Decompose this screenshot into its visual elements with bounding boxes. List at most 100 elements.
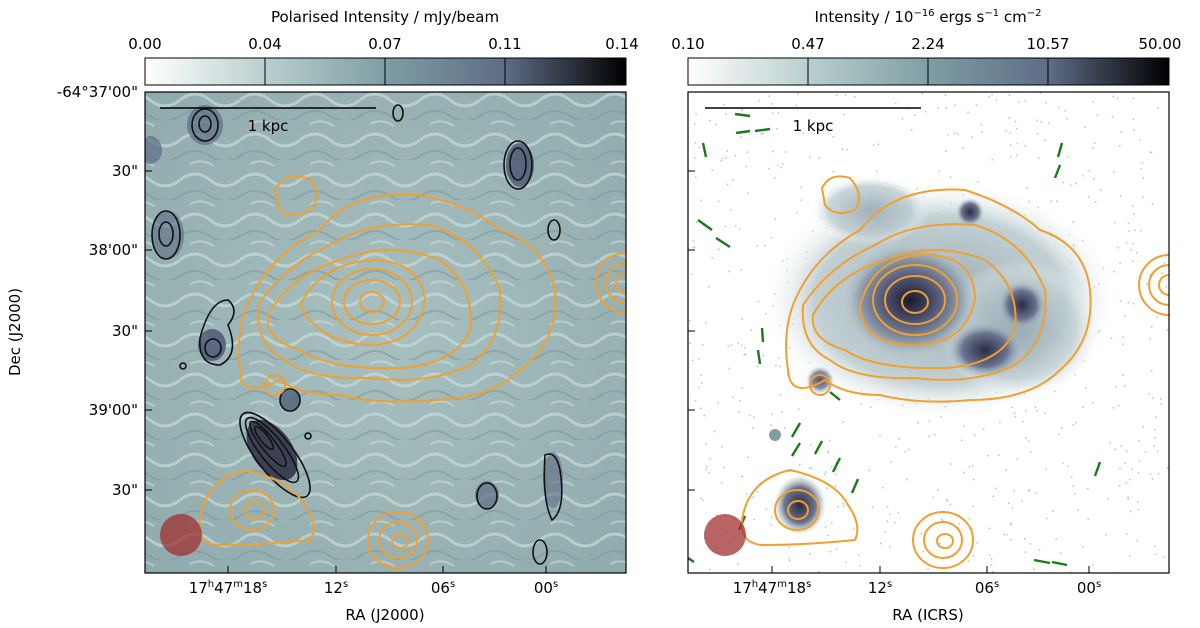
noise-speckle — [890, 461, 892, 463]
noise-speckle — [1117, 247, 1119, 249]
noise-speckle — [1016, 154, 1018, 157]
noise-speckle — [1024, 538, 1026, 540]
noise-speckle — [1122, 343, 1124, 345]
noise-speckle — [1075, 421, 1077, 424]
noise-speckle — [780, 166, 782, 169]
noise-speckle — [711, 169, 713, 171]
left-y-ticks — [145, 91, 152, 491]
noise-speckle — [698, 358, 700, 360]
noise-speckle — [992, 495, 994, 497]
noise-speckle — [696, 221, 698, 224]
noise-speckle — [728, 367, 731, 370]
left-scale-bar-label: 1 kpc — [248, 117, 289, 135]
noise-speckle — [756, 490, 759, 493]
noise-speckle — [706, 466, 708, 468]
noise-speckle — [756, 244, 759, 247]
left-xtick-label: 00s — [534, 579, 558, 597]
noise-speckle — [820, 124, 822, 127]
left-panel: Polarised Intensity / mJy/beam 0.00 0.04… — [6, 8, 639, 624]
noise-speckle — [796, 212, 798, 214]
noise-speckle — [824, 526, 827, 528]
noise-speckle — [990, 564, 993, 566]
noise-speckle — [1149, 473, 1152, 475]
noise-speckle — [737, 563, 739, 566]
noise-speckle — [1045, 468, 1047, 470]
noise-speckle — [758, 99, 760, 102]
left-cbar-tick: 0.07 — [368, 35, 401, 53]
noise-speckle — [777, 164, 779, 167]
noise-speckle — [824, 473, 826, 475]
noise-speckle — [770, 524, 772, 526]
noise-speckle — [1139, 138, 1141, 141]
right-cbar-tick: 10.57 — [1027, 35, 1070, 53]
noise-speckle — [747, 456, 749, 458]
noise-speckle — [723, 103, 725, 106]
noise-speckle — [701, 382, 703, 384]
right-xtick-label: 06s — [975, 579, 999, 597]
noise-speckle — [695, 113, 697, 115]
noise-speckle — [940, 518, 943, 521]
left-cbar-tick: 0.04 — [248, 35, 281, 53]
noise-speckle — [745, 165, 747, 168]
noise-speckle — [818, 157, 821, 159]
noise-speckle — [1153, 445, 1155, 447]
noise-speckle — [983, 428, 985, 430]
noise-speckle — [1052, 510, 1054, 512]
noise-speckle — [904, 450, 907, 453]
noise-speckle — [1105, 534, 1107, 536]
noise-speckle — [1022, 420, 1024, 423]
noise-speckle — [708, 286, 710, 288]
noise-speckle — [895, 446, 897, 448]
noise-speckle — [762, 354, 764, 357]
left-orange-contours — [198, 175, 626, 569]
noise-speckle — [1119, 145, 1121, 147]
noise-speckle — [1007, 502, 1010, 504]
noise-speckle — [829, 551, 832, 553]
noise-speckle — [971, 136, 973, 138]
noise-speckle — [1025, 437, 1027, 439]
noise-speckle — [1046, 517, 1048, 520]
noise-speckle — [968, 466, 971, 468]
noise-speckle — [802, 132, 805, 134]
right-cbar-tick: 50.00 — [1139, 35, 1182, 53]
noise-speckle — [1163, 556, 1166, 559]
noise-speckle — [1072, 424, 1074, 426]
noise-speckle — [907, 448, 910, 450]
noise-speckle — [1129, 510, 1132, 513]
noise-speckle — [963, 471, 965, 474]
noise-speckle — [1071, 476, 1073, 478]
noise-speckle — [1010, 524, 1012, 526]
noise-speckle — [1115, 386, 1117, 388]
noise-speckle — [928, 420, 930, 422]
noise-speckle — [1045, 101, 1047, 104]
noise-speckle — [906, 478, 908, 481]
noise-speckle — [1137, 472, 1140, 474]
noise-speckle — [1127, 496, 1129, 499]
noise-speckle — [1024, 100, 1026, 102]
noise-speckle — [752, 427, 754, 429]
noise-speckle — [725, 156, 727, 159]
noise-speckle — [1029, 543, 1032, 545]
noise-speckle — [972, 505, 974, 507]
noise-speckle — [898, 438, 900, 440]
noise-speckle — [1072, 485, 1075, 487]
noise-speckle — [1082, 175, 1084, 177]
noise-speckle — [1061, 427, 1063, 429]
noise-speckle — [1085, 387, 1087, 389]
left-axes-frame — [144, 91, 627, 574]
noise-speckle — [721, 445, 723, 448]
noise-speckle — [788, 470, 790, 473]
noise-speckle — [917, 422, 919, 424]
noise-speckle — [1129, 479, 1131, 481]
noise-speckle — [1132, 303, 1135, 305]
noise-speckle — [843, 113, 845, 116]
noise-speckle — [837, 506, 839, 508]
noise-speckle — [775, 364, 777, 367]
noise-speckle — [1148, 393, 1150, 395]
noise-speckle — [1064, 110, 1066, 112]
noise-speckle — [1087, 518, 1089, 520]
noise-speckle — [1167, 467, 1169, 469]
noise-speckle — [1040, 121, 1042, 123]
noise-speckle — [700, 497, 702, 500]
noise-speckle — [1125, 450, 1128, 452]
